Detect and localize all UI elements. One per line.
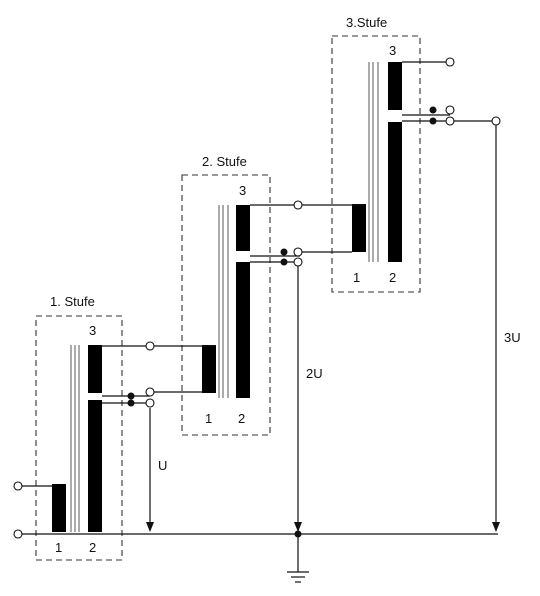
stage-1-winding-1 xyxy=(52,484,66,532)
terminal xyxy=(491,116,501,126)
stage-1-label-2: 2 xyxy=(89,540,96,555)
stage-2-title: 2. Stufe xyxy=(202,154,247,169)
stage-1: 1. Stufe 1 2 3 xyxy=(35,294,123,561)
stage-2-label-1: 1 xyxy=(205,411,212,426)
stage-2-label-2: 2 xyxy=(238,411,245,426)
junction-node xyxy=(280,248,288,256)
voltage-label-u: U xyxy=(158,458,167,473)
stage-3-label-1: 1 xyxy=(353,270,360,285)
arrow-u-head xyxy=(146,522,154,532)
voltage-label-2u: 2U xyxy=(306,366,323,381)
stage-1-title: 1. Stufe xyxy=(50,294,95,309)
terminal xyxy=(293,200,303,210)
terminal xyxy=(445,116,455,126)
stage-3: 3.Stufe 1 2 3 xyxy=(331,15,421,293)
stage-1-label-1: 1 xyxy=(55,540,62,555)
stage-3-winding-3 xyxy=(388,62,402,110)
stage-1-label-3: 3 xyxy=(89,323,96,338)
junction-node xyxy=(429,117,437,125)
stage-3-winding-2 xyxy=(388,122,402,262)
terminal xyxy=(445,57,455,67)
stage-1-box xyxy=(35,315,123,561)
voltage-label-3u: 3U xyxy=(504,330,521,345)
terminal xyxy=(13,481,23,491)
junction-node xyxy=(294,530,302,538)
terminal xyxy=(145,398,155,408)
terminal xyxy=(13,529,23,539)
junction-nodes xyxy=(127,106,437,538)
terminal xyxy=(145,341,155,351)
stage-2-winding-2 xyxy=(236,262,250,398)
terminals xyxy=(13,57,501,539)
terminal xyxy=(445,105,455,115)
stage-3-winding-1 xyxy=(352,204,366,252)
junction-node xyxy=(429,106,437,114)
stage-1-winding-2 xyxy=(88,400,102,532)
junction-node xyxy=(127,392,135,400)
junction-node xyxy=(280,258,288,266)
stage-3-label-2: 2 xyxy=(389,270,396,285)
terminal xyxy=(293,247,303,257)
stage-2: 2. Stufe 1 2 3 xyxy=(181,154,271,436)
stage-3-title: 3.Stufe xyxy=(346,15,387,30)
stage-2-box xyxy=(181,174,271,436)
stage-1-winding-3 xyxy=(88,345,102,393)
terminal xyxy=(145,387,155,397)
arrow-2u-head xyxy=(294,522,302,532)
stage-3-label-3: 3 xyxy=(389,43,396,58)
stage-3-box xyxy=(331,35,421,293)
terminal xyxy=(293,257,303,267)
stage-2-winding-3 xyxy=(236,205,250,251)
junction-node xyxy=(127,399,135,407)
stage-2-winding-1 xyxy=(202,345,216,393)
stage-2-label-3: 3 xyxy=(239,183,246,198)
arrow-3u-head xyxy=(492,522,500,532)
